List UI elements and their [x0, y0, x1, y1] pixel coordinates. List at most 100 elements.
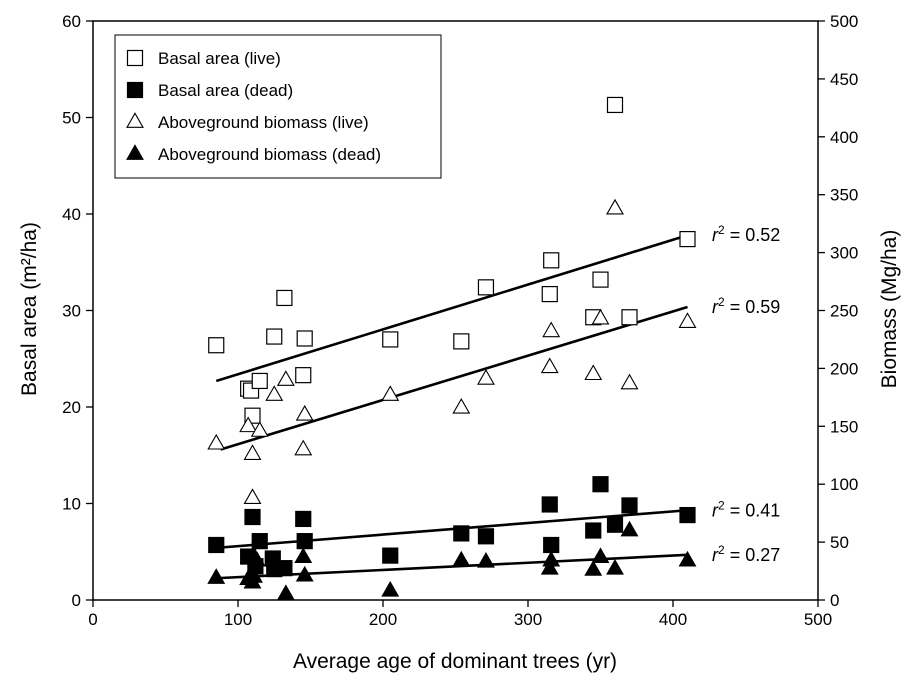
- x-tick-label: 500: [804, 610, 832, 629]
- data-point: [585, 522, 602, 539]
- data-point: [540, 558, 559, 575]
- data-point: [266, 328, 283, 345]
- data-point: [239, 416, 258, 433]
- fit-line: [220, 305, 688, 451]
- data-point: [276, 289, 293, 307]
- left-y-tick-label: 60: [62, 12, 81, 31]
- data-point: [606, 96, 624, 114]
- legend-entry: Basal area (dead): [126, 81, 293, 100]
- left-y-tick-label: 40: [62, 205, 81, 224]
- data-point: [295, 510, 312, 528]
- x-tick-label: 200: [369, 610, 397, 629]
- x-axis-ticks: 0 100 200 300 400 500: [88, 600, 832, 629]
- legend-marker: [126, 81, 144, 99]
- left-y-axis-ticks: 0 10 20 30 40 50 60: [62, 12, 93, 610]
- fit-line: [215, 233, 688, 383]
- legend-label: Basal area (dead): [158, 81, 293, 100]
- data-point: [245, 567, 263, 583]
- data-point: [606, 558, 624, 575]
- data-point: [606, 198, 624, 215]
- r2-label: r2 = 0.27: [712, 543, 780, 565]
- left-y-tick-label: 50: [62, 109, 81, 128]
- r2-label: r2 = 0.52: [712, 223, 780, 245]
- data-point: [382, 547, 399, 564]
- data-point: [541, 285, 558, 303]
- data-point: [621, 497, 638, 514]
- data-point: [540, 357, 559, 374]
- data-point: [584, 364, 603, 381]
- data-point: [592, 476, 609, 493]
- right-y-tick-label: 50: [830, 533, 849, 552]
- fit-line: [216, 508, 688, 550]
- data-point: [294, 547, 313, 564]
- data-point: [243, 444, 262, 460]
- legend-entry: Basal area (live): [126, 49, 281, 68]
- x-tick-label: 0: [88, 610, 97, 629]
- data-point: [276, 584, 295, 601]
- right-y-tick-label: 300: [830, 244, 858, 263]
- data-point: [207, 433, 226, 450]
- data-point: [591, 308, 610, 325]
- right-y-tick-label: 100: [830, 475, 858, 494]
- data-point: [207, 568, 226, 584]
- data-point: [244, 508, 261, 526]
- data-point: [620, 373, 639, 390]
- data-point: [477, 528, 495, 545]
- right-y-tick-label: 350: [830, 186, 858, 205]
- data-point: [250, 421, 269, 437]
- data-markers: [207, 96, 697, 601]
- right-y-axis-title: Biomass (Mg/ha): [878, 230, 901, 389]
- data-point: [276, 370, 295, 386]
- data-point: [295, 367, 312, 384]
- data-point: [452, 397, 471, 414]
- left-y-tick-label: 20: [62, 398, 81, 417]
- data-point: [381, 385, 400, 401]
- right-y-tick-label: 250: [830, 302, 858, 321]
- data-point: [542, 321, 561, 338]
- legend-label: Aboveground biomass (dead): [158, 145, 381, 164]
- data-point: [294, 439, 313, 456]
- data-point: [584, 560, 603, 576]
- r2-labels: r2 = 0.52 r2 = 0.41 r2 = 0.59 r2 = 0.27: [712, 223, 780, 565]
- data-point: [251, 372, 268, 390]
- data-point: [251, 533, 268, 550]
- right-y-tick-label: 400: [830, 128, 858, 147]
- data-point: [477, 551, 495, 568]
- legend-marker: [126, 144, 144, 160]
- x-tick-label: 300: [514, 610, 542, 629]
- right-y-tick-label: 150: [830, 417, 858, 436]
- data-point: [678, 550, 697, 567]
- data-point: [268, 555, 287, 572]
- data-point: [621, 309, 638, 326]
- right-y-tick-label: 450: [830, 70, 858, 89]
- data-point: [542, 550, 561, 567]
- data-point: [592, 271, 609, 288]
- legend-entry: Aboveground biomass (dead): [126, 144, 381, 164]
- data-point: [453, 333, 470, 350]
- data-point: [295, 404, 314, 421]
- data-point: [265, 385, 284, 401]
- data-point: [679, 506, 696, 524]
- data-point: [208, 337, 225, 354]
- right-y-tick-label: 0: [830, 591, 839, 610]
- right-y-axis-ticks: 0 50 100 150 200 250 300 350 400 450 500: [818, 12, 858, 610]
- data-point: [208, 536, 225, 554]
- data-point: [247, 550, 266, 567]
- data-point: [543, 252, 560, 269]
- left-y-tick-label: 30: [62, 302, 81, 321]
- data-point: [477, 369, 495, 385]
- fit-lines: [215, 233, 688, 580]
- x-tick-label: 400: [659, 610, 687, 629]
- data-point: [296, 330, 313, 347]
- data-point: [620, 520, 639, 537]
- legend-marker: [126, 49, 144, 67]
- data-point: [382, 331, 399, 348]
- data-point: [295, 565, 314, 582]
- data-point: [606, 516, 624, 533]
- data-point: [381, 580, 400, 597]
- data-point: [452, 550, 471, 567]
- right-y-tick-label: 200: [830, 359, 858, 378]
- data-point: [679, 230, 696, 248]
- x-axis-title: Average age of dominant trees (yr): [293, 650, 617, 673]
